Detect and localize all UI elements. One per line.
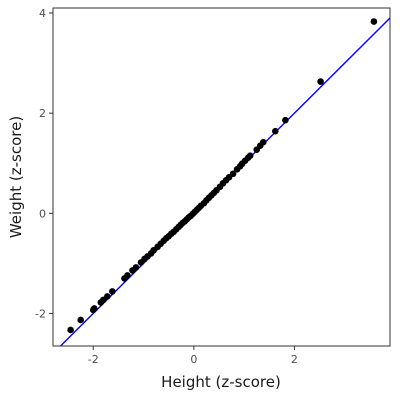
x-tick-label: -2 xyxy=(88,353,99,366)
data-point xyxy=(90,305,98,312)
data-point xyxy=(77,316,84,324)
y-tick-label: 2 xyxy=(39,107,46,120)
data-point xyxy=(132,264,140,271)
y-tick-label: -2 xyxy=(35,307,46,320)
data-point xyxy=(67,326,74,334)
x-tick-label: 2 xyxy=(291,353,298,366)
data-point xyxy=(282,116,289,124)
points-layer xyxy=(67,18,378,334)
data-point xyxy=(259,138,267,146)
x-axis-title: Height (z-score) xyxy=(161,373,281,391)
data-point xyxy=(246,152,254,160)
data-point xyxy=(124,272,131,279)
y-tick-label: 4 xyxy=(39,7,46,20)
y-tick-label: 0 xyxy=(39,207,46,220)
x-axis: -2 0 2 xyxy=(88,346,298,366)
y-axis: -2 0 2 4 xyxy=(35,7,53,320)
plot-panel-border xyxy=(52,7,391,347)
data-point xyxy=(317,78,324,85)
x-tick-label: 0 xyxy=(190,353,197,366)
data-point xyxy=(370,18,378,25)
y-axis-title: Weight (z-score) xyxy=(7,116,25,238)
data-point xyxy=(229,170,237,178)
data-point xyxy=(104,293,111,300)
data-point xyxy=(272,127,279,135)
data-point xyxy=(109,288,116,295)
